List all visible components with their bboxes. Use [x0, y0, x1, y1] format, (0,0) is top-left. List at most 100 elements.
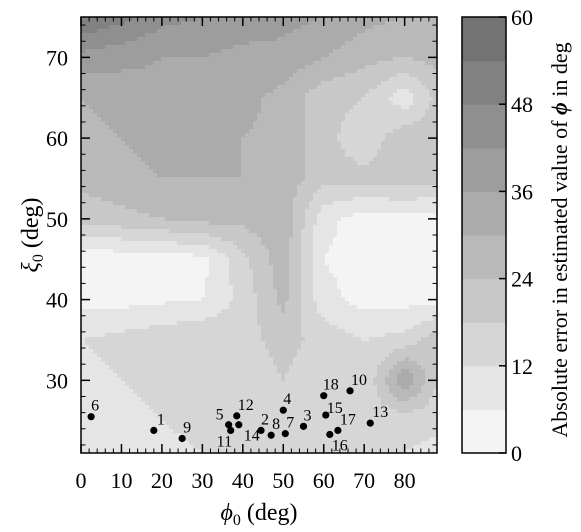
contour-cell	[93, 133, 98, 138]
contour-cell	[225, 245, 230, 250]
contour-cell	[129, 133, 134, 138]
contour-cell	[213, 41, 218, 46]
contour-cell	[205, 17, 210, 22]
contour-cell	[133, 301, 138, 306]
contour-cell	[81, 341, 86, 346]
contour-cell	[105, 369, 110, 374]
contour-cell	[125, 241, 130, 246]
contour-cell	[165, 325, 170, 330]
contour-cell	[89, 393, 94, 398]
contour-cell	[89, 73, 94, 78]
contour-cell	[97, 33, 102, 38]
contour-cell	[101, 21, 106, 26]
contour-cell	[197, 353, 202, 358]
contour-cell	[105, 317, 110, 322]
contour-cell	[85, 365, 90, 370]
contour-cell	[161, 161, 166, 166]
contour-cell	[197, 161, 202, 166]
contour-cell	[97, 337, 102, 342]
contour-cell	[169, 293, 174, 298]
contour-cell	[89, 165, 94, 170]
contour-cell	[249, 149, 254, 154]
contour-cell	[145, 65, 150, 70]
contour-cell	[229, 77, 234, 82]
contour-cell	[249, 297, 254, 302]
contour-cell	[229, 145, 234, 150]
contour-cell	[93, 341, 98, 346]
contour-cell	[109, 425, 114, 430]
contour-cell	[225, 317, 230, 322]
contour-cell	[117, 277, 122, 282]
contour-cell	[105, 405, 110, 410]
contour-cell	[89, 145, 94, 150]
contour-cell	[97, 153, 102, 158]
contour-cell	[153, 129, 158, 134]
contour-cell	[173, 373, 178, 378]
contour-cell	[229, 301, 234, 306]
contour-cell	[181, 77, 186, 82]
contour-cell	[213, 93, 218, 98]
contour-cell	[253, 209, 258, 214]
contour-cell	[221, 289, 226, 294]
contour-cell	[173, 445, 178, 450]
contour-cell	[89, 365, 94, 370]
contour-cell	[233, 389, 238, 394]
contour-cell	[81, 425, 86, 430]
contour-cell	[241, 45, 246, 50]
contour-cell	[125, 189, 130, 194]
contour-cell	[105, 321, 110, 326]
contour-cell	[225, 145, 230, 150]
contour-cell	[233, 337, 238, 342]
contour-cell	[213, 177, 218, 182]
contour-cell	[161, 101, 166, 106]
contour-cell	[213, 225, 218, 230]
contour-cell	[185, 409, 190, 414]
contour-cell	[201, 125, 206, 130]
contour-cell	[253, 181, 258, 186]
contour-cell	[237, 137, 242, 142]
contour-cell	[249, 97, 254, 102]
contour-cell	[181, 413, 186, 418]
contour-cell	[229, 337, 234, 342]
contour-cell	[109, 189, 114, 194]
contour-cell	[113, 257, 118, 262]
contour-cell	[245, 185, 250, 190]
contour-cell	[125, 317, 130, 322]
contour-cell	[129, 21, 134, 26]
contour-cell	[101, 113, 106, 118]
contour-cell	[129, 205, 134, 210]
contour-cell	[129, 409, 134, 414]
contour-cell	[117, 113, 122, 118]
contour-cell	[121, 261, 126, 266]
contour-cell	[257, 225, 262, 230]
contour-cell	[101, 173, 106, 178]
contour-cell	[89, 353, 94, 358]
contour-cell	[105, 81, 110, 86]
contour-cell	[161, 37, 166, 42]
contour-cell	[145, 401, 150, 406]
contour-cell	[141, 61, 146, 66]
contour-cell	[113, 377, 118, 382]
contour-cell	[221, 101, 226, 106]
contour-cell	[245, 381, 250, 386]
contour-cell	[193, 41, 198, 46]
contour-cell	[173, 385, 178, 390]
contour-cell	[221, 113, 226, 118]
contour-cell	[261, 197, 266, 202]
contour-cell	[109, 441, 114, 446]
contour-cell	[97, 77, 102, 82]
contour-cell	[197, 133, 202, 138]
contour-cell	[201, 217, 206, 222]
contour-cell	[89, 265, 94, 270]
contour-cell	[229, 89, 234, 94]
contour-cell	[245, 301, 250, 306]
contour-cell	[85, 229, 90, 234]
contour-cell	[261, 273, 266, 278]
contour-cell	[201, 57, 206, 62]
contour-cell	[97, 233, 102, 238]
contour-cell	[81, 33, 86, 38]
contour-cell	[145, 97, 150, 102]
contour-cell	[177, 249, 182, 254]
contour-cell	[185, 73, 190, 78]
contour-cell	[145, 193, 150, 198]
